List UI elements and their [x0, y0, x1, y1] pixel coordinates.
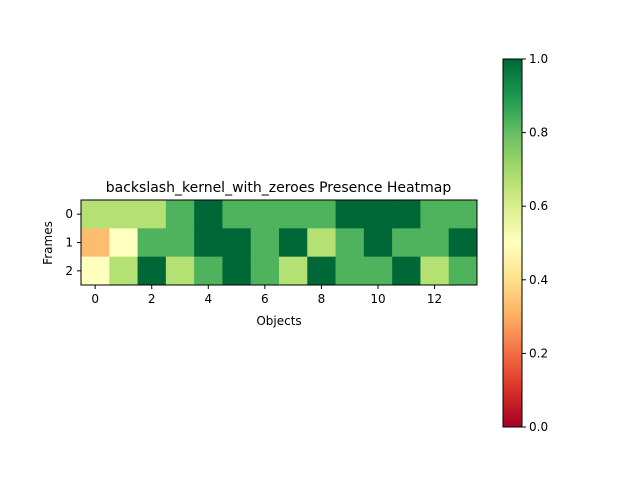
heatmap-cell: [335, 200, 365, 229]
heatmap-cell: [420, 256, 450, 286]
heatmap-cell: [250, 256, 280, 286]
colorbar-tick-label: 0.6: [529, 199, 548, 213]
heatmap-cell: [448, 200, 478, 229]
x-tick-label: 10: [370, 292, 385, 306]
y-tick-label: 2: [65, 264, 73, 278]
colorbar-tick-label: 0.2: [529, 346, 548, 360]
heatmap-cell: [307, 256, 336, 286]
x-tick-label: 12: [427, 292, 442, 306]
heatmap-cell: [81, 200, 110, 229]
heatmap-cells: [81, 200, 478, 286]
heatmap-cell: [279, 256, 308, 286]
y-tick-label: 0: [65, 207, 73, 221]
x-tick-label: 0: [91, 292, 99, 306]
x-axis-ticks: 0 2 4 6 8 10 12: [91, 285, 442, 306]
heatmap-cell: [250, 200, 280, 229]
x-axis-label: Objects: [256, 314, 301, 328]
heatmap-cell: [307, 228, 336, 257]
heatmap-cell: [165, 228, 195, 257]
heatmap-cell: [137, 256, 167, 286]
chart-title: backslash_kernel_with_zeroes Presence He…: [106, 180, 452, 196]
heatmap-cell: [109, 200, 138, 229]
heatmap-cell: [279, 200, 308, 229]
heatmap-cell: [335, 228, 365, 257]
heatmap-cell: [222, 228, 252, 257]
heatmap-cell: [420, 200, 450, 229]
colorbar-tick-label: 0.0: [529, 420, 548, 434]
x-tick-label: 6: [261, 292, 269, 306]
heatmap-cell: [81, 256, 110, 286]
heatmap-cell: [137, 228, 167, 257]
y-tick-label: 1: [65, 236, 73, 250]
heatmap-cell: [165, 256, 195, 286]
heatmap-cell: [448, 256, 478, 286]
heatmap-cell: [448, 228, 478, 257]
heatmap-cell: [165, 200, 195, 229]
heatmap-cell: [279, 228, 308, 257]
colorbar-tick-label: 1.0: [529, 52, 548, 66]
colorbar-ticks: 0.0 0.2 0.4 0.6 0.8 1.0: [522, 52, 548, 434]
heatmap-cell: [109, 256, 138, 286]
heatmap-cell: [222, 256, 252, 286]
heatmap-cell: [363, 228, 393, 257]
x-tick-label: 8: [318, 292, 326, 306]
x-tick-label: 4: [204, 292, 212, 306]
heatmap-cell: [222, 200, 252, 229]
heatmap-cell: [307, 200, 336, 229]
y-axis-label: Frames: [41, 221, 55, 265]
heatmap-cell: [420, 228, 450, 257]
heatmap-cell: [194, 228, 223, 257]
heatmap-cell: [81, 228, 110, 257]
heatmap-cell: [109, 228, 138, 257]
x-tick-label: 2: [148, 292, 156, 306]
y-axis-ticks: 0 1 2: [65, 207, 81, 278]
heatmap-cell: [392, 228, 421, 257]
heatmap-cell: [194, 200, 223, 229]
heatmap-cell: [137, 200, 167, 229]
colorbar-tick-label: 0.4: [529, 273, 548, 287]
heatmap-cell: [363, 256, 393, 286]
heatmap-cell: [250, 228, 280, 257]
heatmap-cell: [335, 256, 365, 286]
heatmap-cell: [363, 200, 393, 229]
colorbar: [502, 58, 523, 428]
heatmap-cell: [392, 256, 421, 286]
heatmap-cell: [392, 200, 421, 229]
colorbar-tick-label: 0.8: [529, 126, 548, 140]
heatmap-cell: [194, 256, 223, 286]
